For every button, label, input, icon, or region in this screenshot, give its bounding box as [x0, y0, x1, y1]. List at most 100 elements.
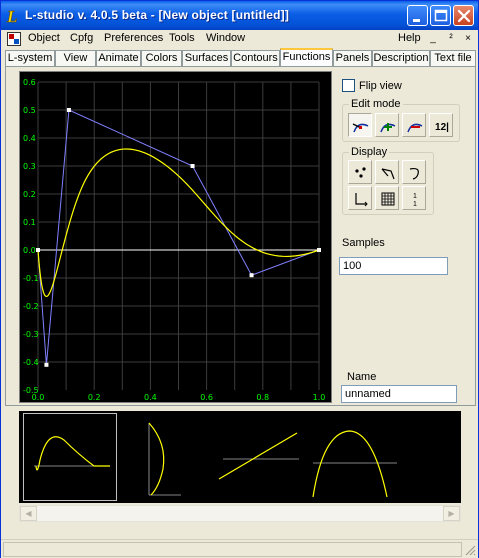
tab-animate[interactable]: Animate	[96, 50, 141, 66]
y-tick-label: 0.1	[23, 218, 36, 227]
x-tick-label: 0.6	[200, 393, 213, 402]
tab-colors[interactable]: Colors	[141, 50, 182, 66]
svg-text:1: 1	[413, 201, 417, 208]
l-studio-logo-icon: L	[6, 7, 18, 24]
thumbnail-line	[218, 432, 299, 480]
mdi-minimize-button[interactable]: _	[430, 33, 436, 44]
maximize-icon	[434, 9, 448, 22]
thumbnail-plot	[34, 436, 110, 471]
thumbnail-contour	[148, 422, 181, 496]
function-gallery	[19, 411, 461, 503]
display-segments-tool[interactable]	[375, 160, 399, 184]
line-thumbnail[interactable]	[213, 413, 307, 501]
close-icon	[457, 9, 471, 23]
function-plot[interactable]: 0.6 0.5 0.4 0.3 0.2 0.1 0.0 -0.1 -0.2 -0.3 -0.4 -0.…	[20, 72, 331, 402]
tab-surfaces[interactable]: Surfaces	[182, 50, 231, 66]
function-editor-canvas[interactable]: 0.6 0.5 0.4 0.3 0.2 0.1 0.0 -0.1 -0.2 -0.3 -0.4 -0.…	[19, 71, 332, 403]
close-button[interactable]	[453, 5, 474, 26]
display-grid-tool[interactable]	[375, 186, 399, 210]
y-tick-label: 0.6	[23, 78, 36, 87]
move-point-tool[interactable]	[348, 113, 372, 137]
numeric-tool[interactable]: 12|	[429, 113, 453, 137]
menu-cpfg[interactable]: Cpfg	[70, 32, 94, 44]
control-point	[36, 248, 40, 252]
menu-window[interactable]: Window	[206, 32, 246, 44]
status-bar	[1, 539, 478, 558]
control-point	[44, 362, 49, 367]
menu-tools[interactable]: Tools	[169, 32, 195, 44]
control-point	[66, 108, 71, 112]
arc-thumbnail[interactable]	[309, 413, 403, 501]
menu-help[interactable]: Help	[398, 32, 421, 44]
x-tick-label: 1.0	[313, 393, 326, 402]
minimize-icon	[413, 19, 420, 22]
contour-thumbnail[interactable]	[119, 413, 213, 501]
y-tick-label: 0.5	[23, 106, 36, 115]
display-axes-tool[interactable]	[348, 186, 372, 210]
maximize-button[interactable]	[430, 5, 451, 26]
delete-point-tool[interactable]	[402, 113, 426, 137]
x-tick-label: 0.0	[32, 393, 45, 402]
delete-point-icon	[407, 123, 423, 133]
display-curve-tool[interactable]	[402, 160, 426, 184]
title-bar[interactable]: L L-studio v. 4.0.5 beta - [New object […	[1, 1, 478, 30]
x-tick-label: 0.4	[144, 393, 157, 402]
add-point-tool[interactable]	[375, 113, 399, 137]
y-tick-label: 0.2	[23, 190, 36, 199]
control-point	[317, 248, 321, 252]
y-tick-label: 0.3	[23, 162, 36, 171]
scroll-right-arrow-icon[interactable]: ▶	[443, 506, 460, 521]
y-tick-label: 0.4	[23, 134, 36, 143]
name-input[interactable]: unnamed	[341, 385, 457, 403]
scroll-left-arrow-icon[interactable]: ◀	[20, 506, 37, 521]
tab-text-file[interactable]: Text file	[430, 50, 476, 66]
x-tick-label: 0.8	[256, 393, 269, 402]
gallery-scrollbar[interactable]: ◀ ▶	[19, 505, 461, 522]
function-thumbnail[interactable]	[23, 413, 117, 501]
svg-text:L: L	[6, 7, 17, 24]
y-tick-label: -0.3	[23, 330, 39, 339]
resize-grip-icon[interactable]	[464, 544, 476, 556]
menu-bar: Object Cpfg Preferences Tools Window Hel…	[1, 30, 478, 48]
flip-view-label: Flip view	[359, 80, 402, 92]
tab-view[interactable]: View	[55, 50, 96, 66]
tab-description[interactable]: Description	[372, 50, 430, 66]
mdi-close-button[interactable]: ×	[465, 33, 471, 44]
edit-mode-title: Edit mode	[349, 98, 403, 110]
thumbnail-arc	[312, 430, 397, 498]
window-title: L-studio v. 4.0.5 beta - [New object [un…	[25, 8, 290, 22]
minimize-button[interactable]	[407, 5, 428, 26]
y-tick-label: -0.4	[23, 358, 39, 367]
y-tick-label: -0.2	[23, 302, 39, 311]
display-title: Display	[349, 146, 390, 158]
edit-mode-group: Edit mode 12|	[342, 98, 460, 142]
labels-icon: 11	[413, 193, 417, 208]
tab-functions[interactable]: Functions	[280, 48, 333, 66]
document-icon[interactable]	[7, 32, 21, 46]
name-label: Name	[347, 371, 377, 383]
function-curve	[37, 148, 320, 298]
control-polygon	[37, 109, 320, 365]
samples-input[interactable]: 100	[339, 257, 448, 275]
numeric-text: 12|	[435, 122, 449, 133]
samples-label: Samples	[342, 237, 385, 249]
tab-panels[interactable]: Panels	[333, 50, 372, 66]
curve-icon	[409, 167, 419, 180]
tab-l-system[interactable]: L-system	[5, 50, 55, 66]
add-point-icon	[380, 123, 396, 133]
y-tick-label: -0.1	[23, 274, 39, 283]
flip-view-checkbox[interactable]	[342, 79, 355, 92]
menu-object[interactable]: Object	[28, 32, 60, 44]
x-tick-label: 0.2	[88, 393, 101, 402]
numeric-icon: 12|	[435, 122, 449, 133]
tab-contours[interactable]: Contours	[231, 50, 280, 66]
points-icon	[355, 167, 366, 178]
y-tick-label: -0.5	[23, 386, 39, 395]
menu-preferences[interactable]: Preferences	[104, 32, 164, 44]
mdi-restore-button[interactable]: ²	[449, 33, 453, 44]
status-panel	[3, 542, 462, 557]
display-points-tool[interactable]	[348, 160, 372, 184]
